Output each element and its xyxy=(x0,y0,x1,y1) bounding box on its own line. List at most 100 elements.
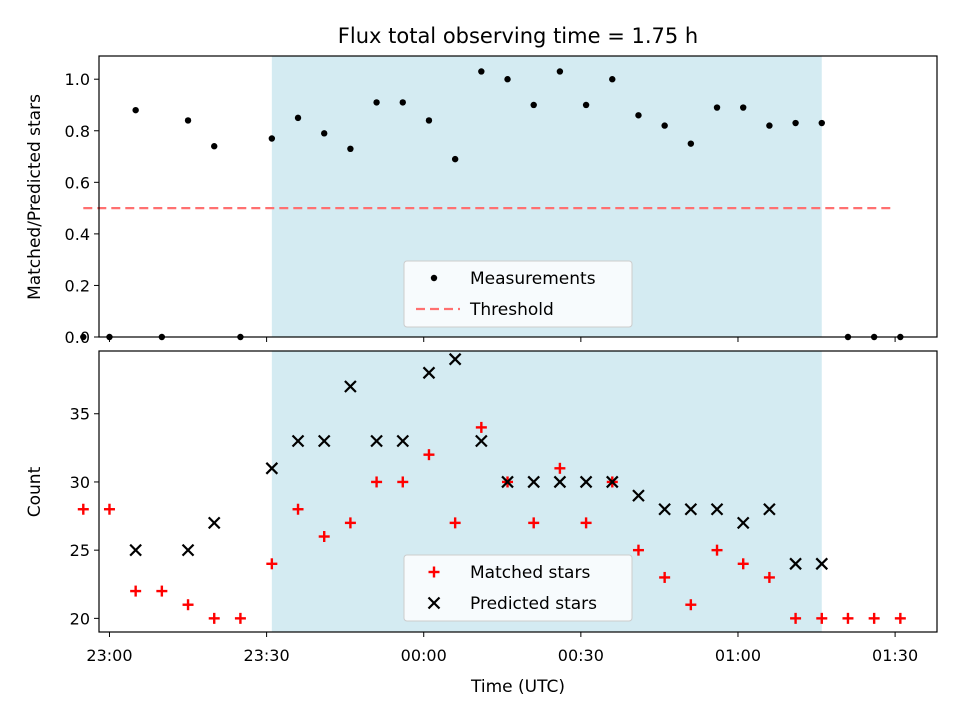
predicted-stars-point-b xyxy=(344,380,357,393)
measurements-point xyxy=(425,117,433,124)
predicted-stars-point xyxy=(344,380,357,393)
predicted-stars-point xyxy=(265,462,279,475)
matched-stars-point xyxy=(711,544,723,556)
predicted-stars-point xyxy=(291,434,305,448)
legend-swatch-predicted-stars-b xyxy=(427,596,441,610)
predicted-stars-point-b xyxy=(181,543,195,557)
measurements-point xyxy=(294,114,302,122)
measurements-point xyxy=(451,155,459,163)
matched-stars-point xyxy=(371,476,383,488)
predicted-stars-point xyxy=(527,475,540,489)
measurements-point xyxy=(373,99,380,106)
predicted-stars-point xyxy=(632,489,645,502)
measurements-point xyxy=(504,76,511,83)
y-tick-label: 30 xyxy=(70,473,90,492)
measurements-point xyxy=(184,117,192,124)
matched-stars-point xyxy=(318,531,330,543)
matched-stars-point xyxy=(77,503,89,515)
x-axis-label: Time (UTC) xyxy=(470,677,565,697)
legend-swatch-matched-stars xyxy=(428,566,440,578)
matched-stars-point xyxy=(156,585,168,597)
predicted-stars-point-b xyxy=(605,475,619,489)
predicted-stars-point xyxy=(396,434,410,448)
legend-box xyxy=(403,260,633,328)
matched-stars-point xyxy=(790,612,802,624)
predicted-stars-point xyxy=(370,434,383,448)
matched-stars-point xyxy=(868,612,880,624)
measurements-point xyxy=(740,104,747,111)
matched-stars-point xyxy=(842,612,854,624)
predicted-stars-point xyxy=(684,502,698,516)
predicted-stars-point-b xyxy=(317,434,331,448)
measurements-point xyxy=(792,119,799,127)
legend-label: Measurements xyxy=(470,269,596,289)
matched-stars-point xyxy=(130,585,142,597)
plot-frame xyxy=(98,55,938,338)
matched-stars-point xyxy=(685,599,697,611)
y-tick-label: 25 xyxy=(70,541,90,560)
legend-box xyxy=(403,554,633,622)
predicted-stars-point xyxy=(501,475,514,489)
x-tick-label: 00:30 xyxy=(558,646,604,665)
measurements-point xyxy=(80,333,87,341)
predicted-stars-point-b xyxy=(291,434,305,448)
matched-stars-point xyxy=(344,517,356,529)
y-axis-label-bottom: Count xyxy=(25,466,45,517)
predicted-stars-point-b xyxy=(815,557,829,571)
measurements-point xyxy=(321,130,328,137)
y-tick-label: 0.0 xyxy=(65,328,90,347)
predicted-stars-point-b xyxy=(763,502,776,516)
predicted-stars-point-b xyxy=(789,557,802,571)
matched-stars-point xyxy=(894,612,906,624)
predicted-stars-point xyxy=(763,502,776,516)
predicted-stars-point-b xyxy=(527,475,540,489)
measurements-point xyxy=(766,122,773,129)
y-axis-label-top: Matched/Predicted stars xyxy=(25,94,45,300)
measurements-point xyxy=(687,140,695,147)
matched-stars-point xyxy=(816,612,828,624)
predicted-stars-point-b xyxy=(207,516,221,530)
matched-stars-point xyxy=(234,612,246,624)
x-tick-label: 23:00 xyxy=(86,646,132,665)
predicted-stars-point-b xyxy=(501,475,514,489)
measurements-point xyxy=(818,119,825,127)
predicted-stars-point xyxy=(736,516,750,530)
predicted-stars-point xyxy=(129,543,142,557)
predicted-stars-point xyxy=(815,557,829,571)
measurements-point xyxy=(582,101,590,109)
chart-title: Flux total observing time = 1.75 h xyxy=(338,24,698,48)
measurements-point xyxy=(609,76,616,83)
predicted-stars-point-b xyxy=(396,434,410,448)
predicted-stars-point-b xyxy=(632,489,645,502)
measurements-point xyxy=(556,68,564,75)
x-tick-label: 01:30 xyxy=(872,646,918,665)
measurements-point xyxy=(661,122,668,129)
predicted-stars-point-b xyxy=(422,366,436,380)
matched-stars-point xyxy=(266,558,278,570)
y-tick-label: 35 xyxy=(70,405,90,424)
panel-bottom: 20 25 30 35 23:00 23:30 00:00 00:30 01:00 01:30 Ma… xyxy=(70,350,938,665)
predicted-stars-point-b xyxy=(579,475,593,489)
predicted-stars-point xyxy=(553,475,567,489)
panel-top: 0.0 0.2 0.4 0.6 0.8 1.0 Measurements Threshold xyxy=(65,55,938,347)
predicted-stars-point xyxy=(579,475,593,489)
matched-stars-point xyxy=(208,612,220,624)
matched-stars-point xyxy=(182,599,194,611)
y-tick-label: 0.6 xyxy=(65,173,90,192)
measurements-point xyxy=(530,101,537,109)
predicted-stars-point-b xyxy=(370,434,383,448)
measurements-point xyxy=(132,106,139,114)
matched-stars-point xyxy=(554,462,566,474)
x-tick-label: 23:30 xyxy=(244,646,290,665)
measurements-point xyxy=(399,99,406,106)
matched-stars-point xyxy=(397,476,409,488)
legend-swatch-measurements xyxy=(430,274,438,282)
predicted-stars-point-b xyxy=(448,352,462,366)
predicted-stars-point-b xyxy=(658,502,671,516)
matched-stars-point xyxy=(528,517,540,529)
legend-label: Predicted stars xyxy=(470,594,597,614)
legend: Measurements Threshold xyxy=(403,260,633,328)
matched-stars-point xyxy=(580,517,592,529)
predicted-stars-point-b xyxy=(265,462,279,475)
